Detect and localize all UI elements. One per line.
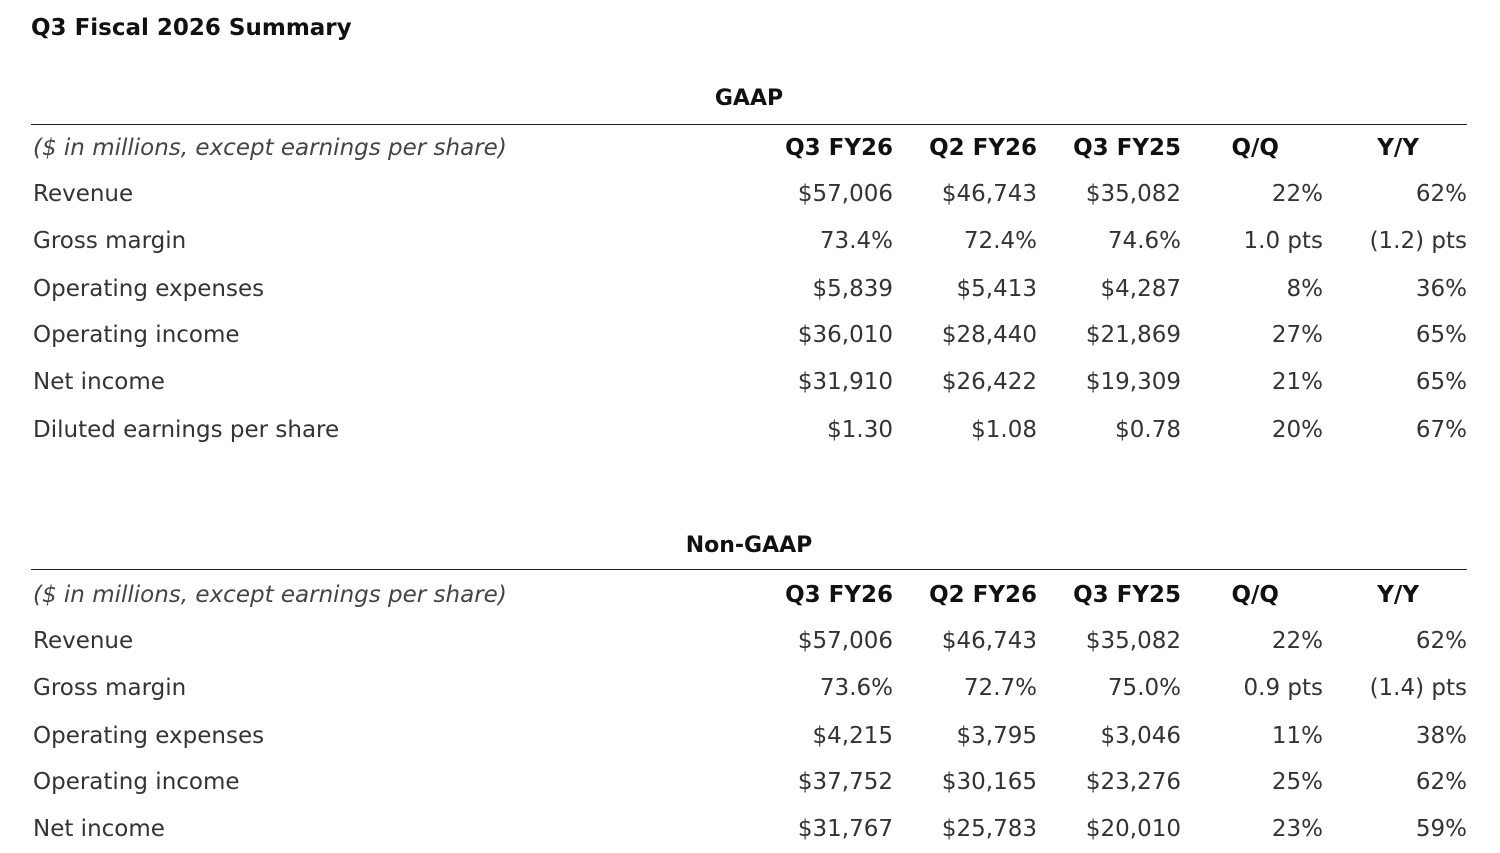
cell-q3-fy25: $35,082 [1085, 181, 1181, 207]
cell-q3-fy25: $19,309 [1085, 369, 1181, 395]
cell-q2-fy26: $25,783 [941, 816, 1037, 842]
section-title-nongaap: Non-GAAP [685, 533, 813, 558]
cell-q3-fy26: 73.6% [819, 675, 893, 701]
cell-q2-fy26: $46,743 [941, 628, 1037, 654]
table-row: Revenue $57,006 $46,743 $35,082 22% 62% [31, 624, 1467, 658]
col-header-yy: Y/Y [1377, 135, 1419, 161]
section-title-gaap: GAAP [714, 86, 784, 111]
table-row: Gross margin 73.4% 72.4% 74.6% 1.0 pts (… [31, 224, 1467, 258]
cell-qq: 20% [1271, 417, 1323, 443]
cell-yy: 62% [1415, 628, 1467, 654]
cell-q3-fy25: 75.0% [1107, 675, 1181, 701]
cell-q2-fy26: $30,165 [941, 769, 1037, 795]
cell-yy: 36% [1415, 276, 1467, 302]
col-header-yy: Y/Y [1377, 582, 1419, 608]
cell-q3-fy25: $21,869 [1085, 322, 1181, 348]
cell-yy: 65% [1415, 369, 1467, 395]
table-header-row: ($ in millions, except earnings per shar… [31, 131, 1467, 165]
row-label: Gross margin [33, 675, 187, 701]
cell-q3-fy26: $1.30 [827, 417, 893, 443]
row-label: Net income [33, 369, 165, 395]
cell-q2-fy26: $26,422 [941, 369, 1037, 395]
table-header-row: ($ in millions, except earnings per shar… [31, 578, 1467, 612]
cell-q3-fy25: $23,276 [1085, 769, 1181, 795]
cell-yy: 38% [1415, 723, 1467, 749]
cell-q2-fy26: $5,413 [956, 276, 1037, 302]
cell-qq: 25% [1271, 769, 1323, 795]
table-row: Diluted earnings per share $1.30 $1.08 $… [31, 413, 1467, 447]
cell-q3-fy25: $20,010 [1085, 816, 1181, 842]
cell-q3-fy25: 74.6% [1107, 228, 1181, 254]
col-header-q3-fy25: Q3 FY25 [1073, 135, 1181, 161]
cell-qq: 0.9 pts [1243, 675, 1324, 701]
cell-q3-fy26: $57,006 [797, 628, 893, 654]
cell-yy: (1.2) pts [1369, 228, 1467, 254]
cell-yy: 67% [1415, 417, 1467, 443]
cell-q3-fy26: $57,006 [797, 181, 893, 207]
table-row: Operating expenses $4,215 $3,795 $3,046 … [31, 719, 1467, 753]
cell-q3-fy26: $36,010 [797, 322, 893, 348]
cell-yy: 59% [1415, 816, 1467, 842]
cell-q3-fy25: $4,287 [1100, 276, 1181, 302]
cell-qq: 8% [1286, 276, 1324, 302]
units-note: ($ in millions, except earnings per shar… [33, 582, 507, 608]
row-label: Diluted earnings per share [33, 417, 340, 443]
col-header-qq: Q/Q [1231, 135, 1279, 161]
table-row: Operating income $36,010 $28,440 $21,869… [31, 318, 1467, 352]
col-header-q3-fy26: Q3 FY26 [785, 582, 893, 608]
cell-q3-fy26: $37,752 [797, 769, 893, 795]
cell-q3-fy26: $5,839 [812, 276, 893, 302]
cell-qq: 22% [1271, 628, 1323, 654]
cell-qq: 22% [1271, 181, 1323, 207]
table-row: Operating income $37,752 $30,165 $23,276… [31, 765, 1467, 799]
row-label: Operating income [33, 322, 240, 348]
cell-yy: 65% [1415, 322, 1467, 348]
cell-q3-fy26: $4,215 [812, 723, 893, 749]
row-label: Operating expenses [33, 276, 265, 302]
cell-q3-fy25: $3,046 [1100, 723, 1181, 749]
cell-qq: 21% [1271, 369, 1323, 395]
cell-q2-fy26: 72.7% [963, 675, 1037, 701]
cell-q3-fy26: $31,910 [797, 369, 893, 395]
cell-yy: 62% [1415, 769, 1467, 795]
units-note: ($ in millions, except earnings per shar… [33, 135, 507, 161]
col-header-qq: Q/Q [1231, 582, 1279, 608]
table-row: Revenue $57,006 $46,743 $35,082 22% 62% [31, 177, 1467, 211]
cell-q2-fy26: $3,795 [956, 723, 1037, 749]
section-rule [31, 124, 1467, 125]
col-header-q2-fy26: Q2 FY26 [929, 582, 1037, 608]
cell-q3-fy26: $31,767 [797, 816, 893, 842]
col-header-q3-fy25: Q3 FY25 [1073, 582, 1181, 608]
page-title: Q3 Fiscal 2026 Summary [31, 15, 352, 41]
row-label: Revenue [33, 181, 134, 207]
col-header-q2-fy26: Q2 FY26 [929, 135, 1037, 161]
row-label: Net income [33, 816, 165, 842]
cell-q3-fy26: 73.4% [819, 228, 893, 254]
table-row: Net income $31,910 $26,422 $19,309 21% 6… [31, 365, 1467, 399]
cell-q2-fy26: $1.08 [971, 417, 1037, 443]
cell-qq: 11% [1271, 723, 1323, 749]
table-row: Operating expenses $5,839 $5,413 $4,287 … [31, 272, 1467, 306]
cell-q2-fy26: $28,440 [941, 322, 1037, 348]
cell-q2-fy26: $46,743 [941, 181, 1037, 207]
row-label: Revenue [33, 628, 134, 654]
col-header-q3-fy26: Q3 FY26 [785, 135, 893, 161]
row-label: Operating expenses [33, 723, 265, 749]
row-label: Gross margin [33, 228, 187, 254]
cell-qq: 23% [1271, 816, 1323, 842]
cell-q3-fy25: $0.78 [1115, 417, 1181, 443]
cell-yy: (1.4) pts [1369, 675, 1467, 701]
cell-qq: 27% [1271, 322, 1323, 348]
cell-q3-fy25: $35,082 [1085, 628, 1181, 654]
cell-yy: 62% [1415, 181, 1467, 207]
row-label: Operating income [33, 769, 240, 795]
table-row: Net income $31,767 $25,783 $20,010 23% 5… [31, 812, 1467, 846]
cell-q2-fy26: 72.4% [963, 228, 1037, 254]
table-row: Gross margin 73.6% 72.7% 75.0% 0.9 pts (… [31, 671, 1467, 705]
cell-qq: 1.0 pts [1243, 228, 1324, 254]
section-rule [31, 569, 1467, 570]
